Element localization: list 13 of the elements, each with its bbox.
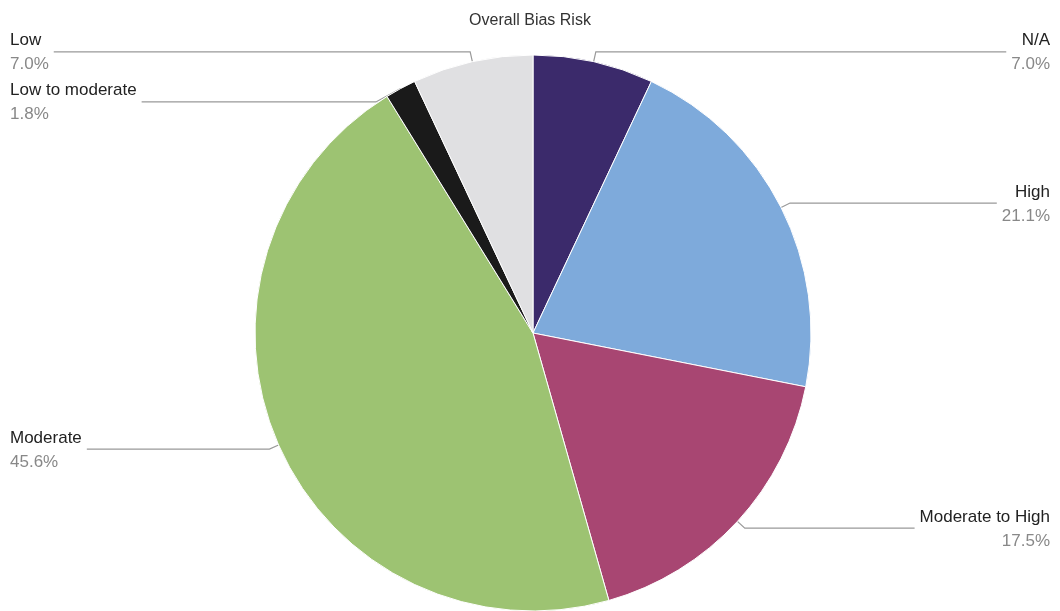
slice-label: High	[1015, 181, 1050, 201]
slice-label: Low	[10, 30, 42, 50]
data-label: 7.0%	[1011, 54, 1050, 74]
slice-label: Moderate	[10, 427, 82, 447]
data-label: 17.5%	[1001, 530, 1050, 550]
data-label: 1.8%	[10, 104, 49, 124]
chart-title: Overall Bias Risk	[469, 10, 592, 28]
data-label: 21.1%	[1001, 205, 1050, 225]
slice-label: N/A	[1021, 30, 1051, 50]
data-label: 7.0%	[10, 54, 49, 74]
data-label: 45.6%	[10, 451, 59, 471]
slice-label: Low to moderate	[10, 80, 137, 100]
slice-label: Moderate to High	[919, 506, 1050, 526]
